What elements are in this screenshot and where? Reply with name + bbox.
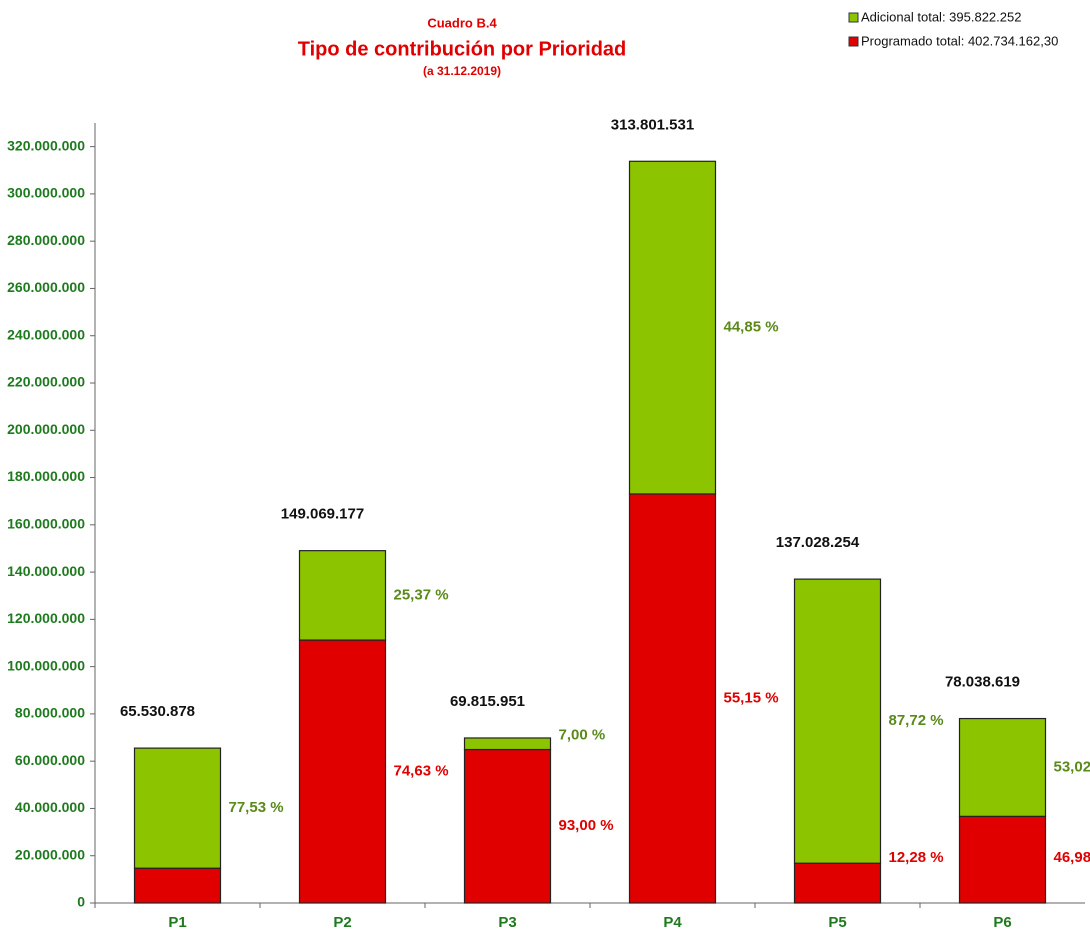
bar-segment xyxy=(958,815,1047,904)
x-tick-label: P4 xyxy=(663,914,682,931)
y-tick-label: 240.000.000 xyxy=(7,326,85,342)
bar-segment xyxy=(133,747,222,869)
bar-segment xyxy=(463,737,552,751)
y-tick-label: 280.000.000 xyxy=(7,232,85,248)
bar-segment xyxy=(958,717,1047,817)
total-label: 69.815.951 xyxy=(450,693,525,710)
y-tick-label: 320.000.000 xyxy=(7,137,85,153)
y-tick-label: 160.000.000 xyxy=(7,516,85,532)
y-tick-label: 260.000.000 xyxy=(7,279,85,295)
y-tick-label: 300.000.000 xyxy=(7,185,85,201)
percent-label: 25,37 % xyxy=(394,586,449,603)
percent-label: 74,63 % xyxy=(394,762,449,779)
y-tick-label: 80.000.000 xyxy=(15,705,85,721)
y-tick-label: 0 xyxy=(77,894,85,910)
total-label: 65.530.878 xyxy=(120,703,195,720)
y-tick-label: 220.000.000 xyxy=(7,374,85,390)
y-tick-label: 200.000.000 xyxy=(7,421,85,437)
total-label: 137.028.254 xyxy=(776,534,860,551)
percent-label: 46,98 % xyxy=(1054,849,1090,866)
percent-label: 93,00 % xyxy=(559,817,614,834)
percent-label: 7,00 % xyxy=(559,727,606,744)
bar-segment xyxy=(793,578,882,864)
y-tick-label: 120.000.000 xyxy=(7,610,85,626)
total-label: 149.069.177 xyxy=(281,506,364,523)
x-tick-label: P6 xyxy=(993,914,1011,931)
bar-segment xyxy=(628,160,717,495)
chart-subtitle: (a 31.12.2019) xyxy=(423,64,501,78)
chart-title: Tipo de contribución por Prioridad xyxy=(298,38,627,60)
y-tick-label: 140.000.000 xyxy=(7,563,85,579)
y-tick-label: 180.000.000 xyxy=(7,468,85,484)
y-tick-label: 60.000.000 xyxy=(15,752,85,768)
legend-label: Programado total: 402.734.162,30 xyxy=(861,33,1058,48)
bar-segment xyxy=(628,493,717,904)
x-tick-label: P2 xyxy=(333,914,351,931)
y-tick-label: 20.000.000 xyxy=(15,846,85,862)
legend-swatch xyxy=(848,36,859,47)
percent-label: 53,02 % xyxy=(1054,758,1090,775)
percent-label: 44,85 % xyxy=(724,319,779,336)
percent-label: 12,28 % xyxy=(889,849,944,866)
bar-segment xyxy=(463,748,552,904)
legend-swatch xyxy=(848,12,859,23)
total-label: 78.038.619 xyxy=(945,674,1020,691)
bar-segment xyxy=(298,550,387,641)
x-tick-label: P3 xyxy=(498,914,516,931)
bar-segment xyxy=(133,867,222,904)
y-tick-label: 40.000.000 xyxy=(15,799,85,815)
percent-label: 55,15 % xyxy=(724,689,779,706)
legend-label: Adicional total: 395.822.252 xyxy=(861,9,1021,24)
x-tick-label: P1 xyxy=(168,914,186,931)
bar-segment xyxy=(298,639,387,904)
total-label: 313.801.531 xyxy=(611,116,694,133)
y-tick-label: 100.000.000 xyxy=(7,657,85,673)
bar-segment xyxy=(793,862,882,904)
x-tick-label: P5 xyxy=(828,914,846,931)
percent-label: 87,72 % xyxy=(889,712,944,729)
percent-label: 77,53 % xyxy=(229,799,284,816)
chart-subtitle-top: Cuadro B.4 xyxy=(427,15,497,30)
